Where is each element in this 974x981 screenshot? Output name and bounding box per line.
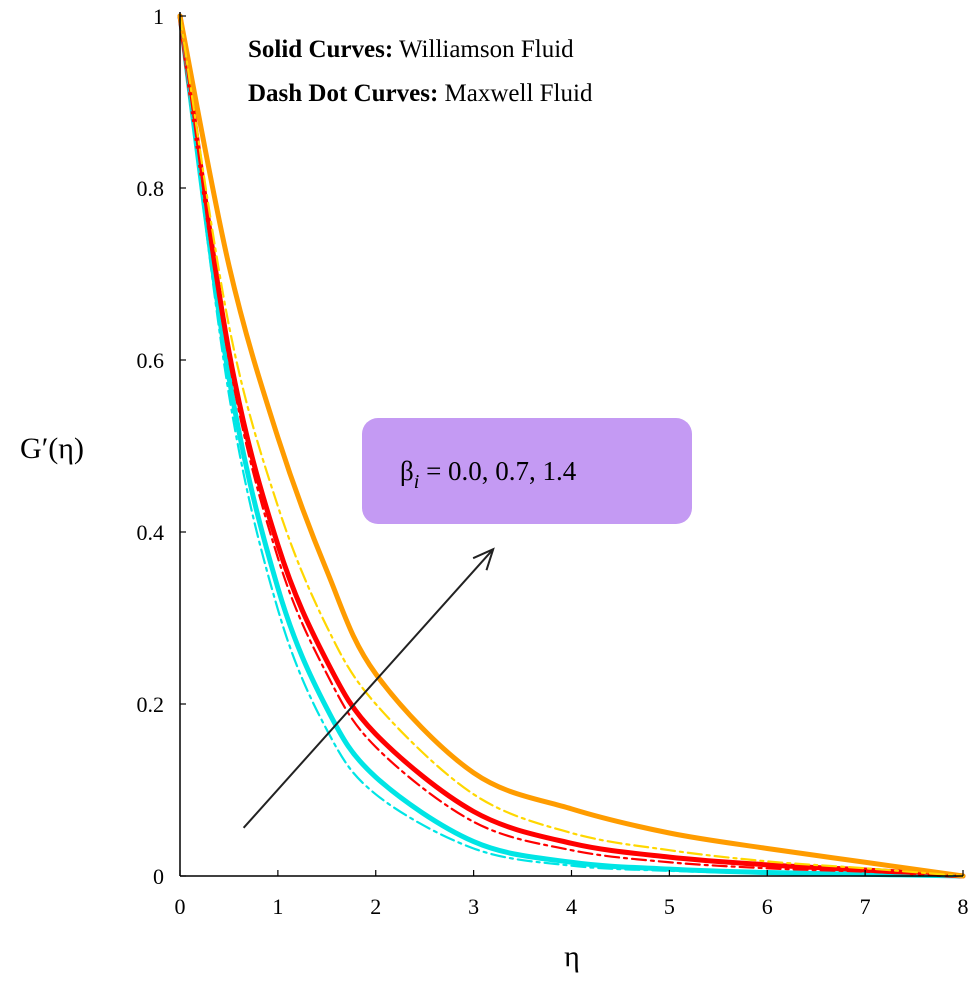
series-line-solid-3 <box>177 13 966 879</box>
y-tick-label: 0.2 <box>137 692 165 717</box>
trend-arrow-shaft <box>242 548 494 829</box>
series-line-dashdot-6 <box>178 14 965 878</box>
y-tick-label: 0 <box>153 864 164 889</box>
x-tick-label: 6 <box>762 894 773 919</box>
y-tick-label: 0.6 <box>137 348 165 373</box>
x-tick-label: 1 <box>272 894 283 919</box>
annotation-box <box>362 418 692 524</box>
legend-text: Solid Curves: Williamson Fluid Dash Dot … <box>248 36 593 107</box>
y-tick-label: 0.4 <box>137 520 165 545</box>
legend-dashdot-desc: Maxwell Fluid <box>438 80 593 107</box>
legend-line-solid: Solid Curves: Williamson Fluid <box>248 36 574 63</box>
trend-arrow-head <box>472 547 495 571</box>
series-line-solid-2 <box>177 13 966 879</box>
legend-solid-label: Solid Curves: <box>248 36 393 63</box>
series-line-dashdot-5 <box>178 14 965 878</box>
y-tick-label: 1 <box>153 4 164 29</box>
annotation-text: βi = 0.0, 0.7, 1.4 <box>400 456 577 493</box>
legend-line-dashdot: Dash Dot Curves: Maxwell Fluid <box>248 80 593 107</box>
beta-subscript: i <box>414 471 420 493</box>
legend-dashdot-label: Dash Dot Curves: <box>248 80 438 107</box>
x-tick-label: 0 <box>175 894 186 919</box>
beta-values: = 0.0, 0.7, 1.4 <box>419 456 576 486</box>
x-tick-label: 8 <box>958 894 969 919</box>
y-tick-label: 0.8 <box>137 176 165 201</box>
x-tick-label: 3 <box>468 894 479 919</box>
x-tick-label: 2 <box>370 894 381 919</box>
parameter-annotation: βi = 0.0, 0.7, 1.4 <box>362 418 692 524</box>
legend-solid-desc: Williamson Fluid <box>393 36 574 63</box>
x-tick-label: 4 <box>566 894 577 919</box>
x-axis-label: η <box>564 940 580 973</box>
beta-symbol: β <box>400 456 414 486</box>
x-tick-label: 5 <box>664 894 675 919</box>
x-tick-label: 7 <box>860 894 871 919</box>
y-axis-label: G′(η) <box>20 432 84 465</box>
